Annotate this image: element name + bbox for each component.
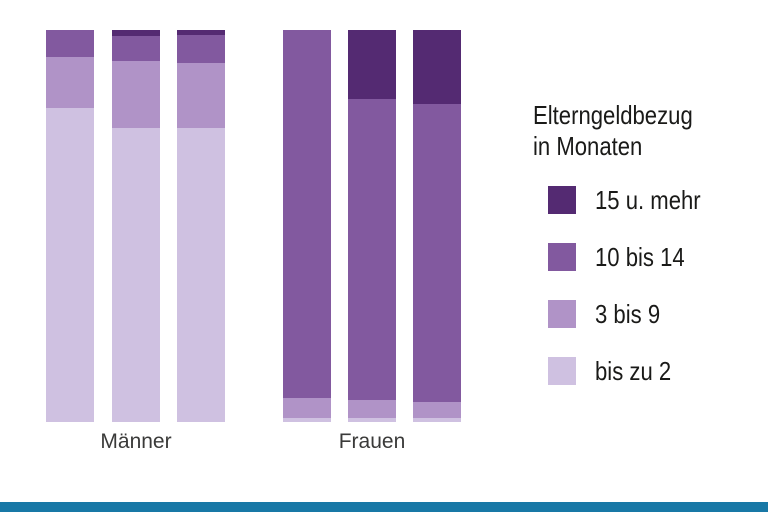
bar-segment-15-u-mehr <box>112 30 160 36</box>
legend-title: Elterngeldbezug in Monaten <box>533 100 733 162</box>
legend-label-15-u-mehr: 15 u. mehr <box>595 184 701 215</box>
legend-item-15-u-mehr: 15 u. mehr <box>548 184 719 215</box>
bar-segment-10-bis-14 <box>46 30 94 58</box>
legend-title-line2: in Monaten <box>533 131 643 161</box>
legend: Elterngeldbezug in Monaten 15 u. mehr 10… <box>533 100 768 386</box>
bar-segment-3-bis-9 <box>283 398 331 419</box>
stacked-bar-männer-1 <box>46 30 94 422</box>
bar-segment-bis-zu-2 <box>177 127 225 422</box>
group-label-maenner: Männer <box>100 430 172 453</box>
bar-segment-15-u-mehr <box>348 30 396 99</box>
bar-segment-3-bis-9 <box>112 61 160 128</box>
stacked-bar-frauen-1 <box>283 30 331 422</box>
bar-segment-10-bis-14 <box>348 98 396 401</box>
stacked-bar-frauen-3 <box>413 30 461 422</box>
legend-item-3-bis-9: 3 bis 9 <box>548 298 719 329</box>
footer-accent-bar <box>0 502 768 512</box>
bar-segment-bis-zu-2 <box>112 127 160 422</box>
group-label-frauen: Frauen <box>338 430 406 453</box>
bar-segment-bis-zu-2 <box>283 418 331 422</box>
legend-label-bis-zu-2: bis zu 2 <box>595 355 672 386</box>
bar-segment-bis-zu-2 <box>348 418 396 422</box>
bar-segment-15-u-mehr <box>177 30 225 36</box>
legend-swatch-3-bis-9 <box>548 300 576 328</box>
legend-item-10-bis-14: 10 bis 14 <box>548 241 719 272</box>
legend-swatch-bis-zu-2 <box>548 357 576 385</box>
bar-segment-10-bis-14 <box>283 30 331 399</box>
bar-segment-bis-zu-2 <box>46 108 94 422</box>
bar-segment-10-bis-14 <box>112 35 160 62</box>
legend-label-10-bis-14: 10 bis 14 <box>595 241 685 272</box>
legend-items: 15 u. mehr 10 bis 14 3 bis 9 bis zu 2 <box>548 184 719 414</box>
legend-item-bis-zu-2: bis zu 2 <box>548 355 719 386</box>
legend-swatch-15-u-mehr <box>548 186 576 214</box>
bar-segment-3-bis-9 <box>46 57 94 109</box>
stacked-bar-männer-2 <box>112 30 160 422</box>
bar-segment-3-bis-9 <box>413 402 461 419</box>
bar-segment-bis-zu-2 <box>413 418 461 422</box>
bar-segment-10-bis-14 <box>413 104 461 403</box>
stacked-bar-frauen-2 <box>348 30 396 422</box>
bar-segment-10-bis-14 <box>177 35 225 64</box>
legend-swatch-10-bis-14 <box>548 243 576 271</box>
legend-label-3-bis-9: 3 bis 9 <box>595 298 661 329</box>
bar-segment-3-bis-9 <box>348 400 396 419</box>
bar-segment-3-bis-9 <box>177 63 225 128</box>
bar-segment-15-u-mehr <box>413 30 461 105</box>
legend-title-line1: Elterngeldbezug <box>533 100 693 130</box>
stacked-bar-männer-3 <box>177 30 225 422</box>
